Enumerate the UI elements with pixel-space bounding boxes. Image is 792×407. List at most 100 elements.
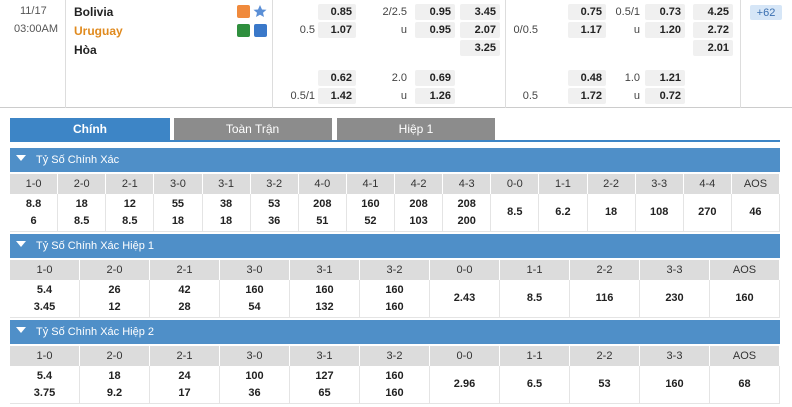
- ou-odds[interactable]: 0.95: [415, 4, 455, 20]
- score-cell[interactable]: 18 9.2: [80, 366, 150, 404]
- ou-odds[interactable]: 1.20: [645, 22, 685, 38]
- ou-odds[interactable]: 0.72: [645, 88, 685, 104]
- star-icon[interactable]: [253, 4, 267, 18]
- score-cell[interactable]: 6.2: [539, 194, 588, 232]
- x12-odds[interactable]: 3.45: [460, 4, 500, 20]
- score-cell[interactable]: 18 8.5: [58, 194, 107, 232]
- score-cell[interactable]: 160 160: [360, 366, 430, 404]
- odds-value: 100: [245, 369, 264, 382]
- tab[interactable]: Chính: [10, 118, 170, 140]
- odds-icon[interactable]: [237, 24, 250, 37]
- score-cell[interactable]: 160 52: [346, 194, 395, 232]
- tab[interactable]: Toàn Trận: [173, 118, 332, 140]
- score-cell[interactable]: 160: [640, 366, 710, 404]
- x12-odds[interactable]: 2.07: [460, 22, 500, 38]
- x12-odds[interactable]: 3.25: [460, 40, 500, 56]
- score-cell[interactable]: 208 103: [395, 194, 444, 232]
- score-cell[interactable]: 100 36: [220, 366, 290, 404]
- handicap-odds[interactable]: 0.62: [318, 70, 356, 86]
- x12-odds[interactable]: 2.72: [693, 22, 733, 38]
- odds-value: 9.2: [106, 386, 123, 399]
- handicap-odds[interactable]: 0.85: [318, 4, 356, 20]
- handicap-odds[interactable]: 1.42: [318, 88, 356, 104]
- score-cell[interactable]: 6.5: [500, 366, 570, 404]
- score-cell[interactable]: 53: [570, 366, 640, 404]
- chart-icon[interactable]: [254, 24, 267, 37]
- column-header: 1-1: [539, 174, 588, 194]
- draw: Hòa: [74, 43, 97, 57]
- score-cell[interactable]: 230: [640, 280, 710, 318]
- handicap-odds[interactable]: 1.17: [568, 22, 606, 38]
- odds-value: 160: [735, 292, 754, 304]
- column-header: 2-2: [570, 260, 640, 280]
- score-cell[interactable]: 160 132: [290, 280, 360, 318]
- score-cell[interactable]: 208 200: [443, 194, 492, 232]
- ou-odds[interactable]: 1.21: [645, 70, 685, 86]
- score-cell[interactable]: 127 65: [290, 366, 360, 404]
- column-header: 3-3: [635, 174, 684, 194]
- odds-value: 18: [171, 214, 185, 227]
- ou-line: 1.0: [624, 72, 640, 84]
- section-title: Tỷ Số Chính Xác: [36, 154, 120, 166]
- score-cell[interactable]: 8.8 6: [10, 194, 59, 232]
- odds-value: 65: [318, 386, 331, 399]
- score-cell[interactable]: 8.5: [491, 194, 540, 232]
- handicap-odds[interactable]: 1.72: [568, 88, 606, 104]
- handicap-odds[interactable]: 1.07: [318, 22, 356, 38]
- score-cell[interactable]: 5.4 3.45: [10, 280, 80, 318]
- ou-line: u: [400, 24, 407, 36]
- home-team[interactable]: Bolivia: [74, 5, 114, 19]
- score-cell[interactable]: 208 51: [298, 194, 347, 232]
- ou-odds[interactable]: 1.26: [415, 88, 455, 104]
- score-cell[interactable]: 18: [587, 194, 636, 232]
- x12-odds[interactable]: 4.25: [693, 4, 733, 20]
- score-cell[interactable]: 68: [710, 366, 780, 404]
- collapse-icon: [16, 155, 26, 161]
- divider: [505, 0, 506, 108]
- score-cell[interactable]: 53 36: [250, 194, 299, 232]
- ou-odds[interactable]: 0.95: [415, 22, 455, 38]
- score-cell[interactable]: 270: [683, 194, 732, 232]
- odds-value: 6.2: [555, 206, 571, 218]
- away-team[interactable]: Uruguay: [74, 24, 123, 38]
- column-header: 1-1: [500, 260, 570, 280]
- score-cell[interactable]: 38 18: [202, 194, 251, 232]
- live-icon[interactable]: [237, 5, 250, 18]
- score-cell[interactable]: 8.5: [500, 280, 570, 318]
- collapse-icon: [16, 327, 26, 333]
- x12-odds[interactable]: 2.01: [693, 40, 733, 56]
- score-cell[interactable]: 46: [731, 194, 780, 232]
- section-header: [10, 320, 780, 344]
- score-cell[interactable]: 55 18: [154, 194, 203, 232]
- score-cell[interactable]: 2.43: [430, 280, 500, 318]
- column-header: 1-0: [10, 260, 80, 280]
- score-cell[interactable]: 12 8.5: [106, 194, 155, 232]
- score-cell[interactable]: 5.4 3.75: [10, 366, 80, 404]
- column-header: 2-2: [570, 346, 640, 366]
- score-cell[interactable]: 160 160: [360, 280, 430, 318]
- column-header: 2-1: [150, 346, 220, 366]
- ou-odds[interactable]: 0.73: [645, 4, 685, 20]
- handicap-odds[interactable]: 0.75: [568, 4, 606, 20]
- column-header: 3-3: [640, 260, 710, 280]
- score-cell[interactable]: 160: [710, 280, 780, 318]
- score-cell[interactable]: 108: [635, 194, 684, 232]
- section-title: Tỷ Số Chính Xác Hiệp 2: [36, 326, 155, 338]
- column-header: 2-0: [80, 260, 150, 280]
- score-cell[interactable]: 2.96: [430, 366, 500, 404]
- odds-value: 54: [248, 300, 261, 313]
- score-cell[interactable]: 160 54: [220, 280, 290, 318]
- odds-value: 160: [361, 197, 380, 210]
- score-cell[interactable]: 24 17: [150, 366, 220, 404]
- score-cell[interactable]: 26 12: [80, 280, 150, 318]
- score-cell[interactable]: 42 28: [150, 280, 220, 318]
- column-header: 1-0: [10, 174, 59, 194]
- handicap-odds[interactable]: 0.48: [568, 70, 606, 86]
- ou-odds[interactable]: 0.69: [415, 70, 455, 86]
- section-header: [10, 234, 780, 258]
- odds-value: 116: [595, 292, 614, 304]
- score-cell[interactable]: 116: [570, 280, 640, 318]
- tab[interactable]: Hiệp 1: [337, 118, 495, 140]
- more-odds[interactable]: +62: [750, 5, 782, 20]
